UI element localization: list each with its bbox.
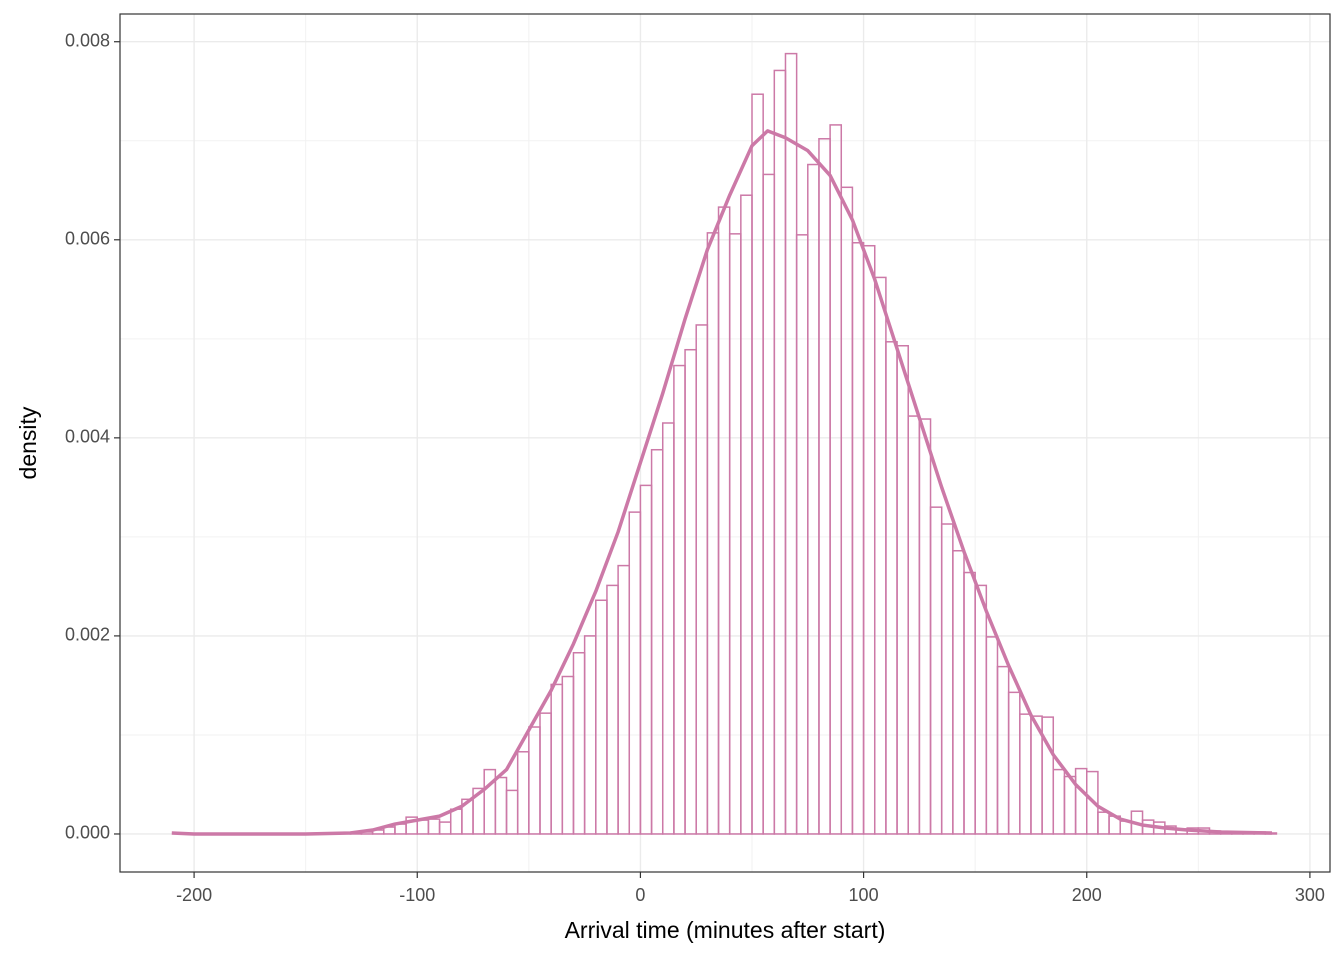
y-tick-label: 0.006 xyxy=(65,229,110,249)
y-tick-label: 0.002 xyxy=(65,625,110,645)
bar xyxy=(1007,691,1021,835)
bar xyxy=(840,186,854,835)
bar xyxy=(896,345,909,835)
bar xyxy=(818,138,831,835)
x-tick-label: 0 xyxy=(635,885,645,905)
bar xyxy=(427,818,441,835)
bar xyxy=(773,69,787,835)
bar xyxy=(996,665,1010,835)
x-tick-label: -100 xyxy=(399,885,435,905)
bar xyxy=(550,683,564,835)
bar xyxy=(539,712,552,835)
bar xyxy=(862,244,876,835)
bar xyxy=(1097,811,1110,835)
y-tick-label: 0.008 xyxy=(65,30,110,50)
x-tick-label: 100 xyxy=(849,885,879,905)
bar xyxy=(650,448,664,835)
bar xyxy=(449,808,463,835)
bar xyxy=(617,564,631,835)
bar xyxy=(851,242,865,835)
bar xyxy=(639,484,653,835)
bar xyxy=(740,194,753,835)
bar xyxy=(606,584,619,835)
bar xyxy=(438,821,452,835)
x-tick-label: -200 xyxy=(176,885,212,905)
y-tick-label: 0.000 xyxy=(65,823,110,843)
bar xyxy=(516,751,530,835)
bar xyxy=(784,52,798,835)
bar xyxy=(963,571,976,835)
bar xyxy=(505,789,519,835)
bar xyxy=(394,823,407,835)
bar xyxy=(728,233,742,835)
bar xyxy=(795,234,809,835)
bar xyxy=(751,93,764,835)
bar xyxy=(829,124,843,835)
y-axis-title: density xyxy=(15,406,41,479)
x-tick-label: 200 xyxy=(1072,885,1102,905)
y-tick-label: 0.004 xyxy=(65,427,110,447)
bar xyxy=(929,506,943,835)
bar xyxy=(706,232,720,835)
bar xyxy=(1086,770,1099,835)
bar xyxy=(717,206,731,835)
bar xyxy=(907,415,921,835)
bar xyxy=(1074,767,1088,835)
bar xyxy=(807,163,820,835)
bar xyxy=(684,348,697,835)
x-axis-title: Arrival time (minutes after start) xyxy=(565,917,886,943)
bar xyxy=(1063,775,1077,835)
bar xyxy=(1052,768,1066,835)
bar xyxy=(695,324,709,835)
panel-border xyxy=(119,13,1331,873)
bar xyxy=(918,418,932,835)
bar xyxy=(885,341,898,835)
x-tick-label: 300 xyxy=(1295,885,1325,905)
bar xyxy=(952,549,965,835)
bar xyxy=(416,819,430,835)
bar xyxy=(628,511,642,835)
bar xyxy=(873,276,887,835)
bar xyxy=(974,584,988,835)
bar xyxy=(661,422,675,835)
bar xyxy=(1019,713,1032,835)
density-line xyxy=(171,129,1273,836)
bar xyxy=(528,726,541,835)
bar xyxy=(940,523,954,835)
bar xyxy=(673,364,686,835)
bar xyxy=(572,651,586,835)
bar xyxy=(494,776,508,835)
bar xyxy=(561,675,575,835)
